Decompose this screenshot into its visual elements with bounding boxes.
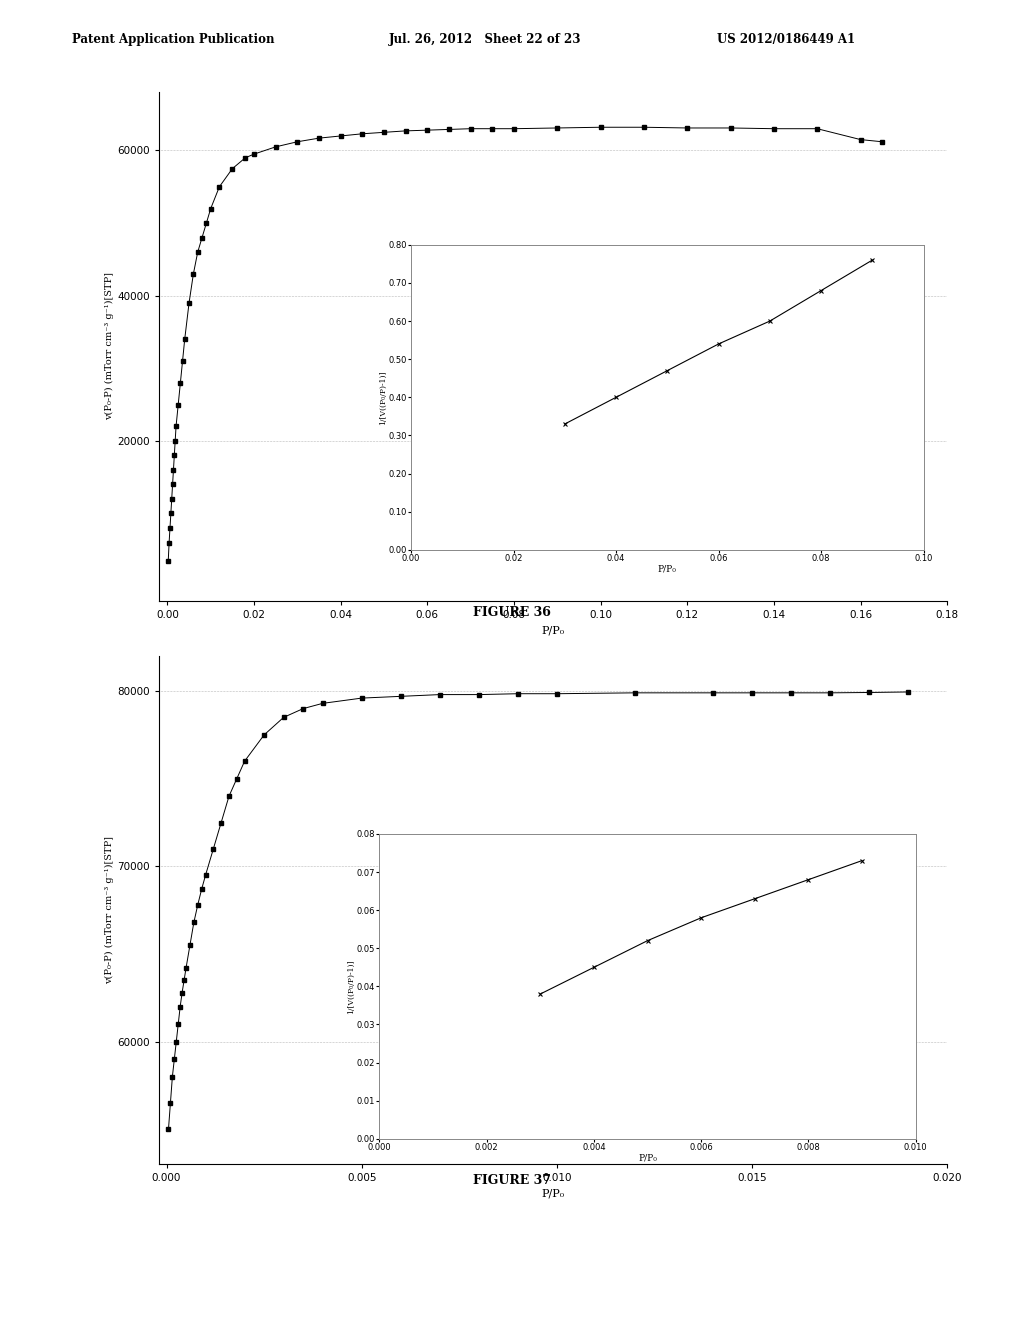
Text: FIGURE 37: FIGURE 37 xyxy=(473,1173,551,1187)
X-axis label: P/P₀: P/P₀ xyxy=(542,626,564,635)
Text: Patent Application Publication: Patent Application Publication xyxy=(72,33,274,46)
Y-axis label: v(P₀-P) (mTorr cm⁻³ g⁻¹)[STP]: v(P₀-P) (mTorr cm⁻³ g⁻¹)[STP] xyxy=(105,272,115,421)
Y-axis label: v(P₀-P) (mTorr cm⁻³ g⁻¹)[STP]: v(P₀-P) (mTorr cm⁻³ g⁻¹)[STP] xyxy=(105,836,115,985)
X-axis label: P/P₀: P/P₀ xyxy=(542,1189,564,1199)
Text: FIGURE 36: FIGURE 36 xyxy=(473,606,551,619)
Text: Jul. 26, 2012   Sheet 22 of 23: Jul. 26, 2012 Sheet 22 of 23 xyxy=(389,33,582,46)
Text: US 2012/0186449 A1: US 2012/0186449 A1 xyxy=(717,33,855,46)
